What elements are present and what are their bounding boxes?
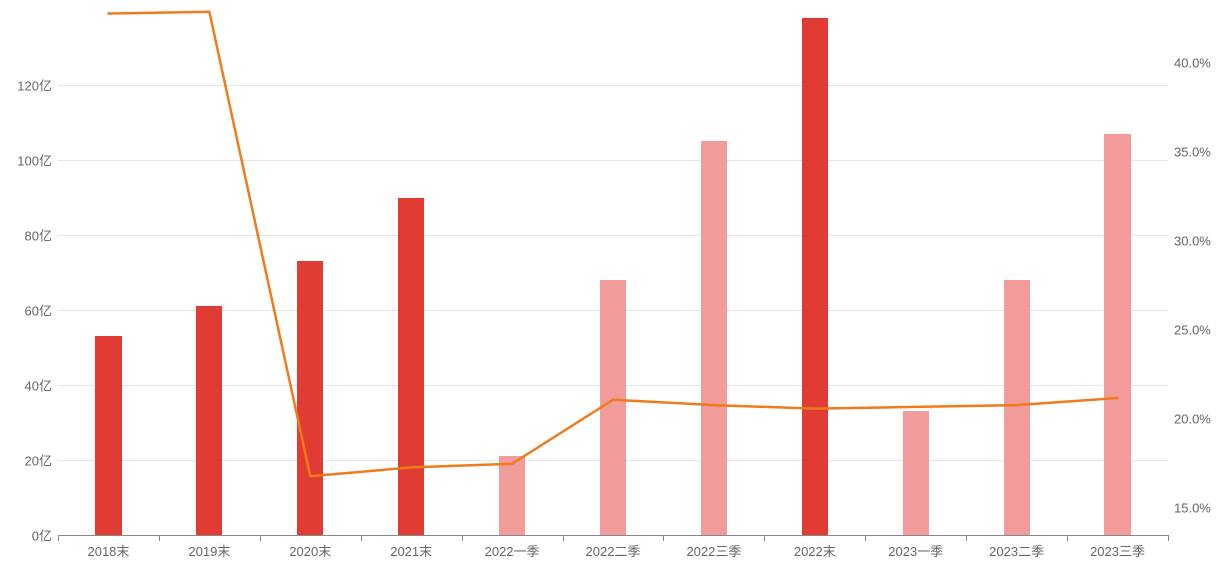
x-category-label: 2023一季: [888, 535, 943, 560]
x-tick: [663, 535, 664, 541]
x-tick: [1168, 535, 1169, 541]
x-category-label: 2022末: [794, 535, 836, 560]
x-category-label: 2021末: [390, 535, 432, 560]
x-tick: [58, 535, 59, 541]
x-tick: [563, 535, 564, 541]
x-tick: [159, 535, 160, 541]
x-category-label: 2018末: [87, 535, 129, 560]
x-category-label: 2020末: [289, 535, 331, 560]
x-tick: [966, 535, 967, 541]
x-category-label: 2022三季: [686, 535, 741, 560]
y-left-tick-label: 100亿: [17, 151, 58, 170]
trend-line: [108, 12, 1117, 476]
y-left-tick-label: 20亿: [25, 451, 58, 470]
line-layer: [58, 10, 1168, 535]
x-category-label: 2023三季: [1090, 535, 1145, 560]
y-right-tick-label: 35.0%: [1168, 145, 1211, 160]
y-right-tick-label: 15.0%: [1168, 501, 1211, 516]
x-tick: [260, 535, 261, 541]
y-left-tick-label: 80亿: [25, 226, 58, 245]
x-category-label: 2023二季: [989, 535, 1044, 560]
y-left-tick-label: 120亿: [17, 76, 58, 95]
y-right-tick-label: 20.0%: [1168, 412, 1211, 427]
x-tick: [1067, 535, 1068, 541]
x-tick: [764, 535, 765, 541]
y-right-tick-label: 25.0%: [1168, 323, 1211, 338]
x-category-label: 2022一季: [485, 535, 540, 560]
chart-container: 0亿 20亿 40亿 60亿 80亿 100亿 120亿 15.0% 20.0% 25.0% 30.…: [0, 0, 1218, 574]
plot-area: 0亿20亿40亿60亿80亿100亿120亿15.0%20.0%25.0%30.…: [58, 10, 1168, 535]
y-left-tick-label: 40亿: [25, 376, 58, 395]
x-tick: [865, 535, 866, 541]
y-right-tick-label: 30.0%: [1168, 234, 1211, 249]
y-left-tick-label: 0亿: [32, 526, 58, 545]
y-right-tick-label: 40.0%: [1168, 56, 1211, 71]
x-category-label: 2019末: [188, 535, 230, 560]
x-tick: [361, 535, 362, 541]
x-tick: [462, 535, 463, 541]
x-category-label: 2022二季: [586, 535, 641, 560]
y-left-tick-label: 60亿: [25, 301, 58, 320]
